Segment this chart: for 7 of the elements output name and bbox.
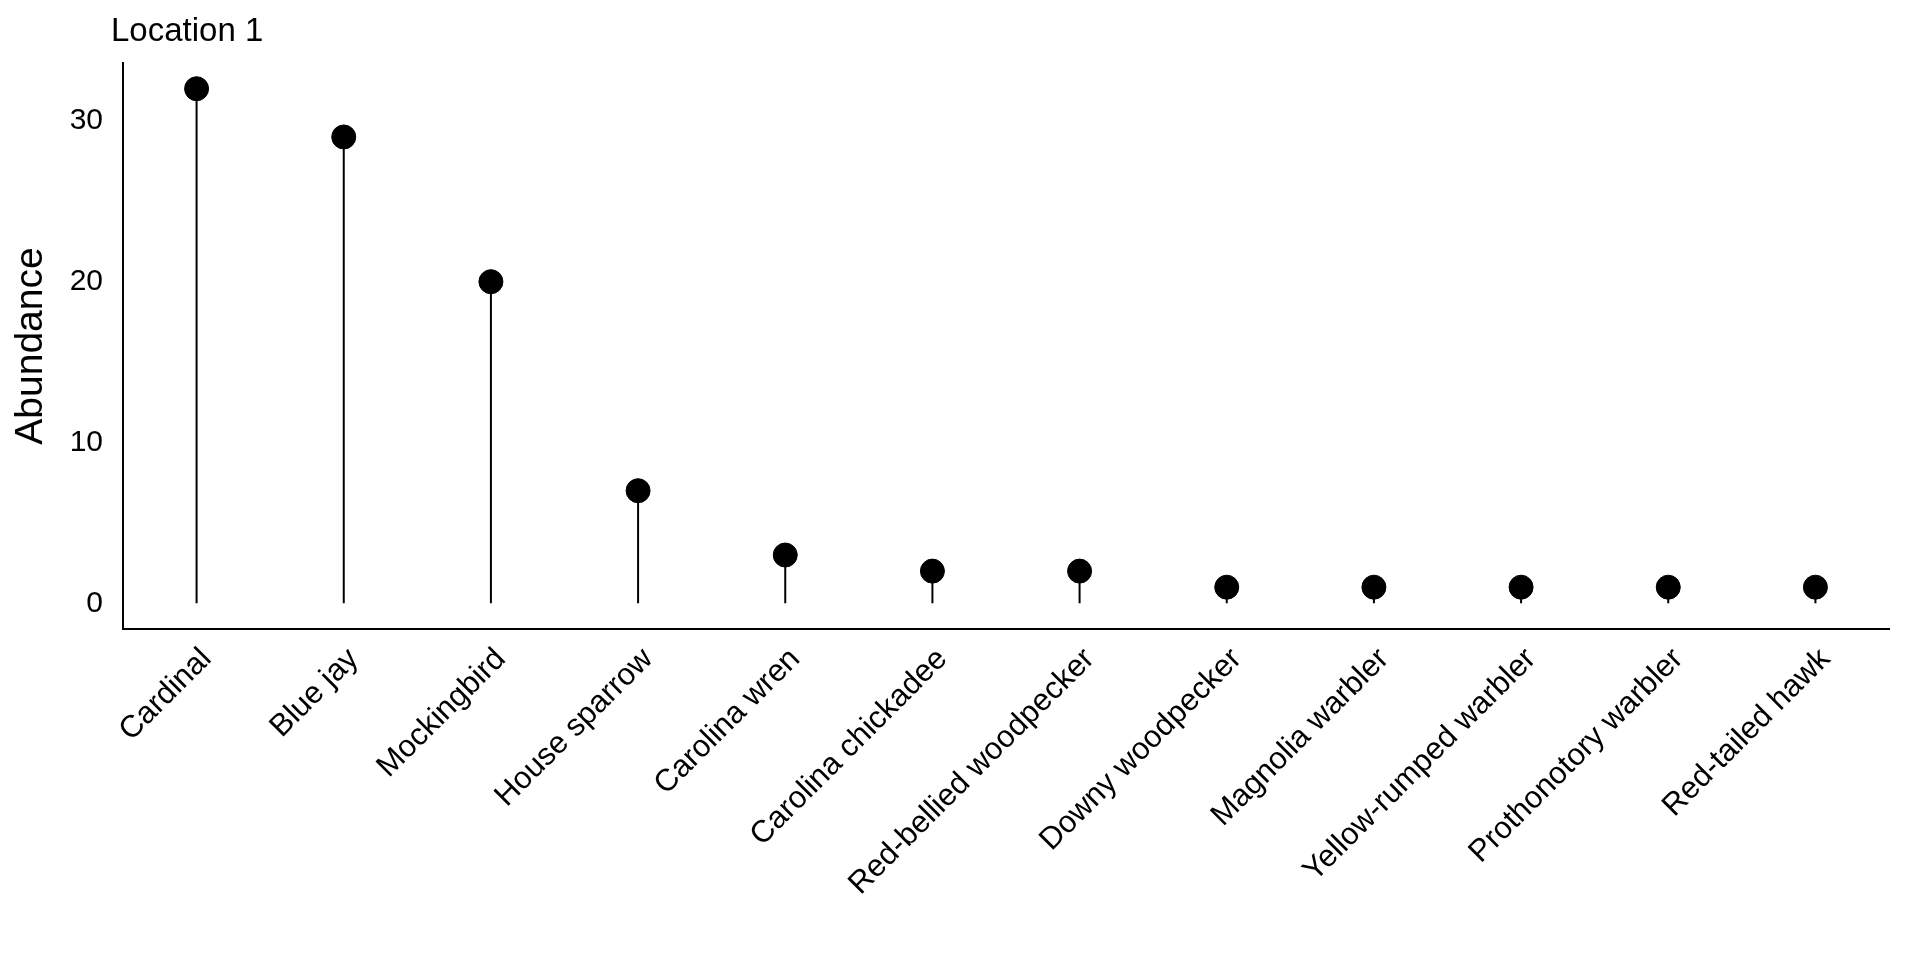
y-tick-label: 20 [69,262,103,296]
y-axis-title: Abundance [7,247,51,445]
y-tick-label: 10 [69,423,103,457]
y-tick-label: 0 [86,584,103,618]
y-tick-label: 30 [69,102,103,136]
chart-title: Location 1 [111,11,264,48]
x-tick-label: Blue jay [262,640,366,744]
